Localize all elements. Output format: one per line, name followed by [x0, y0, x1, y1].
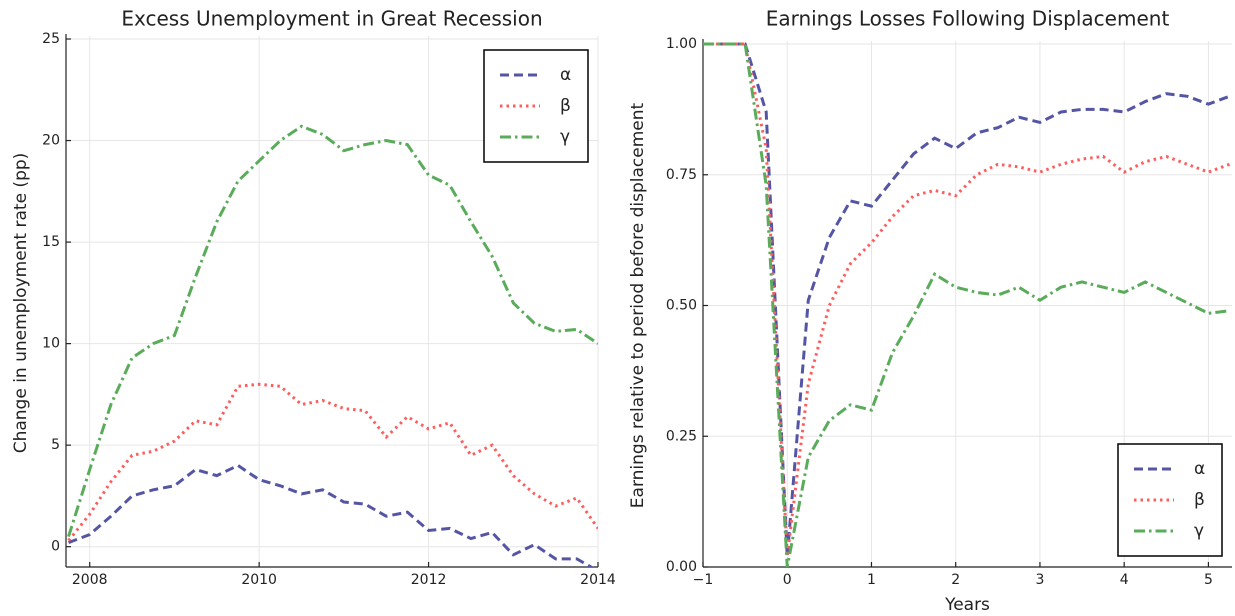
chart-title: Earnings Losses Following Displacement: [766, 7, 1170, 31]
series-line: [703, 42, 1230, 557]
legend-box: [1117, 443, 1223, 557]
y-tick-label: 0.00: [666, 559, 697, 575]
legend-label: α: [1194, 459, 1205, 479]
legend-label: β: [1194, 490, 1205, 510]
series-line: [67, 382, 598, 542]
chart-title: Excess Unemployment in Great Recession: [121, 7, 542, 31]
legend-label: α: [560, 65, 571, 85]
x-tick-label: 2010: [241, 572, 277, 588]
legend: αβγ: [483, 49, 589, 163]
y-tick-label: 15: [42, 234, 60, 250]
x-tick-label: 5: [1204, 572, 1213, 588]
x-tick-label: 2012: [411, 572, 447, 588]
y-tick-label: 0.75: [666, 167, 697, 183]
x-tick-label: 2: [951, 572, 960, 588]
y-tick-label: 0: [51, 539, 60, 555]
series-line: [67, 124, 598, 537]
y-tick-label: 5: [51, 437, 60, 453]
legend-label: γ: [560, 127, 570, 147]
legend-box: [483, 49, 589, 163]
legend-label: β: [560, 96, 571, 116]
y-tick-label: 10: [42, 336, 60, 352]
y-tick-label: 0.50: [666, 298, 697, 314]
x-tick-label: −1: [693, 572, 714, 588]
x-tick-label: 2014: [580, 572, 616, 588]
y-tick-label: 25: [42, 31, 60, 47]
x-tick-label: 3: [1035, 572, 1044, 588]
plot-area: [67, 124, 598, 567]
series-line: [703, 42, 1230, 567]
plot-area: [703, 42, 1230, 567]
legend-label: γ: [1194, 521, 1204, 541]
series-line: [703, 42, 1230, 557]
x-tick-label: 4: [1120, 572, 1129, 588]
x-tick-label: 0: [783, 572, 792, 588]
y-tick-label: 1.00: [666, 36, 697, 52]
y-axis-label: Earnings relative to period before displ…: [628, 102, 648, 508]
legend: αβγ: [1117, 443, 1223, 557]
y-axis-label: Change in unemployment rate (pp): [11, 153, 31, 454]
y-tick-label: 20: [42, 133, 60, 149]
x-tick-label: 1: [867, 572, 876, 588]
x-axis-label: Years: [944, 595, 990, 615]
y-tick-label: 0.25: [666, 428, 697, 444]
series-line: [68, 463, 594, 567]
x-tick-label: 2008: [72, 572, 108, 588]
